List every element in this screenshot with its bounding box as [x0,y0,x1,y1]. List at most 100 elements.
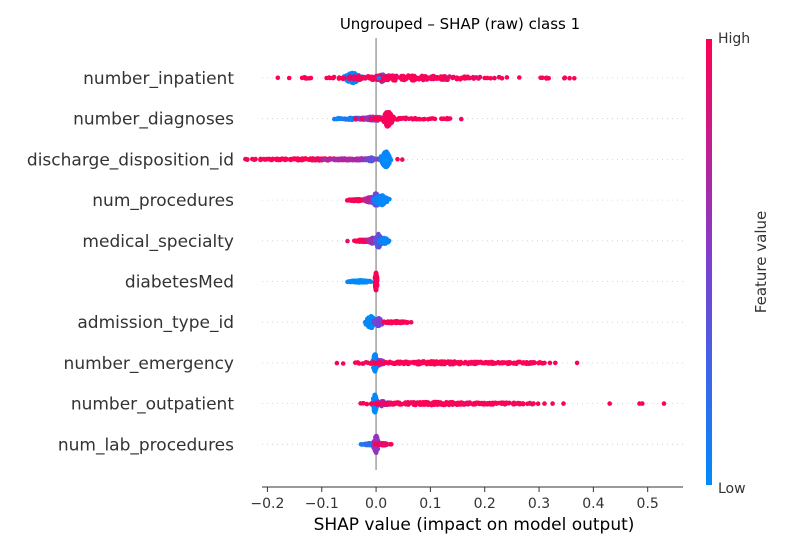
shap-point [358,279,364,285]
shap-point [567,75,572,81]
shap-point [388,401,394,407]
shap-point [382,160,388,165]
shap-point [435,402,440,408]
shap-point [404,359,409,365]
shap-point [429,359,435,365]
shap-point [482,75,488,81]
shap-point [466,360,472,366]
shap-point [364,279,369,285]
x-tick-label: 0.0 [365,496,387,512]
shap-point [542,360,547,366]
shap-point [410,400,416,406]
shap-point [466,401,472,407]
shap-point [521,360,526,365]
shap-point [439,76,444,81]
shap-point [399,360,405,366]
shap-point [395,156,400,162]
shap-point [322,157,328,162]
shap-point [378,154,384,159]
chart-title: Ungrouped – SHAP (raw) class 1 [340,15,580,33]
shap-point [400,157,405,162]
shap-point [473,401,479,407]
shap-point [299,157,305,163]
shap-point [354,278,359,284]
shap-point [412,115,418,121]
shap-point [361,238,366,243]
x-tick-label: −0.2 [250,496,284,512]
shap-point [372,319,377,324]
shap-point [358,156,364,161]
shap-point [441,116,447,121]
shap-point [377,116,383,122]
shap-point [422,360,428,366]
shap-point [460,400,466,406]
shap-point [490,400,495,406]
shap-point [562,75,568,80]
shap-point [374,401,380,407]
shap-point [561,401,566,406]
shap-point [377,244,382,250]
shap-point [388,157,394,163]
shap-point [640,401,645,406]
shap-point [403,115,409,121]
shap-point [504,75,510,80]
x-axis-ticks: −0.2 −0.1 0.0 0.1 0.2 0.3 0.4 0.5 [250,487,659,512]
shap-point [500,400,505,406]
shap-point [419,400,424,406]
shap-point [376,323,382,328]
shap-point [378,157,384,163]
shap-point [526,361,532,367]
shap-point [403,319,409,325]
shap-point [536,360,542,366]
shap-point [517,359,523,365]
shap-point [244,157,250,162]
shap-point [381,75,386,81]
shap-point [365,196,371,202]
shap-point [368,314,374,319]
shap-point [358,401,363,406]
shap-point [424,401,429,406]
shap-point [384,195,389,201]
shap-point [514,401,519,407]
shap-point [362,319,368,325]
shap-point [382,238,388,243]
shap-point [574,360,580,366]
shap-point [373,353,378,359]
shap-point [345,238,350,244]
shap-point [382,441,388,446]
shap-point [334,157,340,163]
shap-point [303,75,308,81]
shap-point [444,77,449,82]
shap-point [349,157,354,163]
shap-point [264,156,270,162]
shap-point [369,158,375,163]
shap-point [385,77,391,83]
shap-point [258,157,263,163]
shap-point [354,156,359,161]
feature-label: discharge_disposition_id [27,150,234,170]
shap-point [363,76,368,81]
shap-point [553,360,558,366]
shap-point [368,116,374,122]
shap-point [353,116,358,121]
shap-point [286,75,292,81]
shap-point [380,116,386,121]
shap-point [367,319,372,325]
feature-label: number_inpatient [83,69,234,89]
shap-point [471,361,477,366]
shap-point [527,400,533,406]
shap-point [269,157,275,162]
shap-point [373,199,379,205]
shap-point [459,75,464,81]
x-tick-label: 0.5 [637,496,659,512]
shap-point [410,76,416,81]
shap-point [396,401,402,406]
feature-label: medical_specialty [82,232,234,252]
colorbar-title: Feature value [752,211,770,313]
shap-point [428,116,433,121]
shap-point [357,239,362,244]
shap-point [535,401,541,407]
shap-point [353,360,358,366]
shap-point [364,401,370,407]
shap-point [500,360,505,365]
